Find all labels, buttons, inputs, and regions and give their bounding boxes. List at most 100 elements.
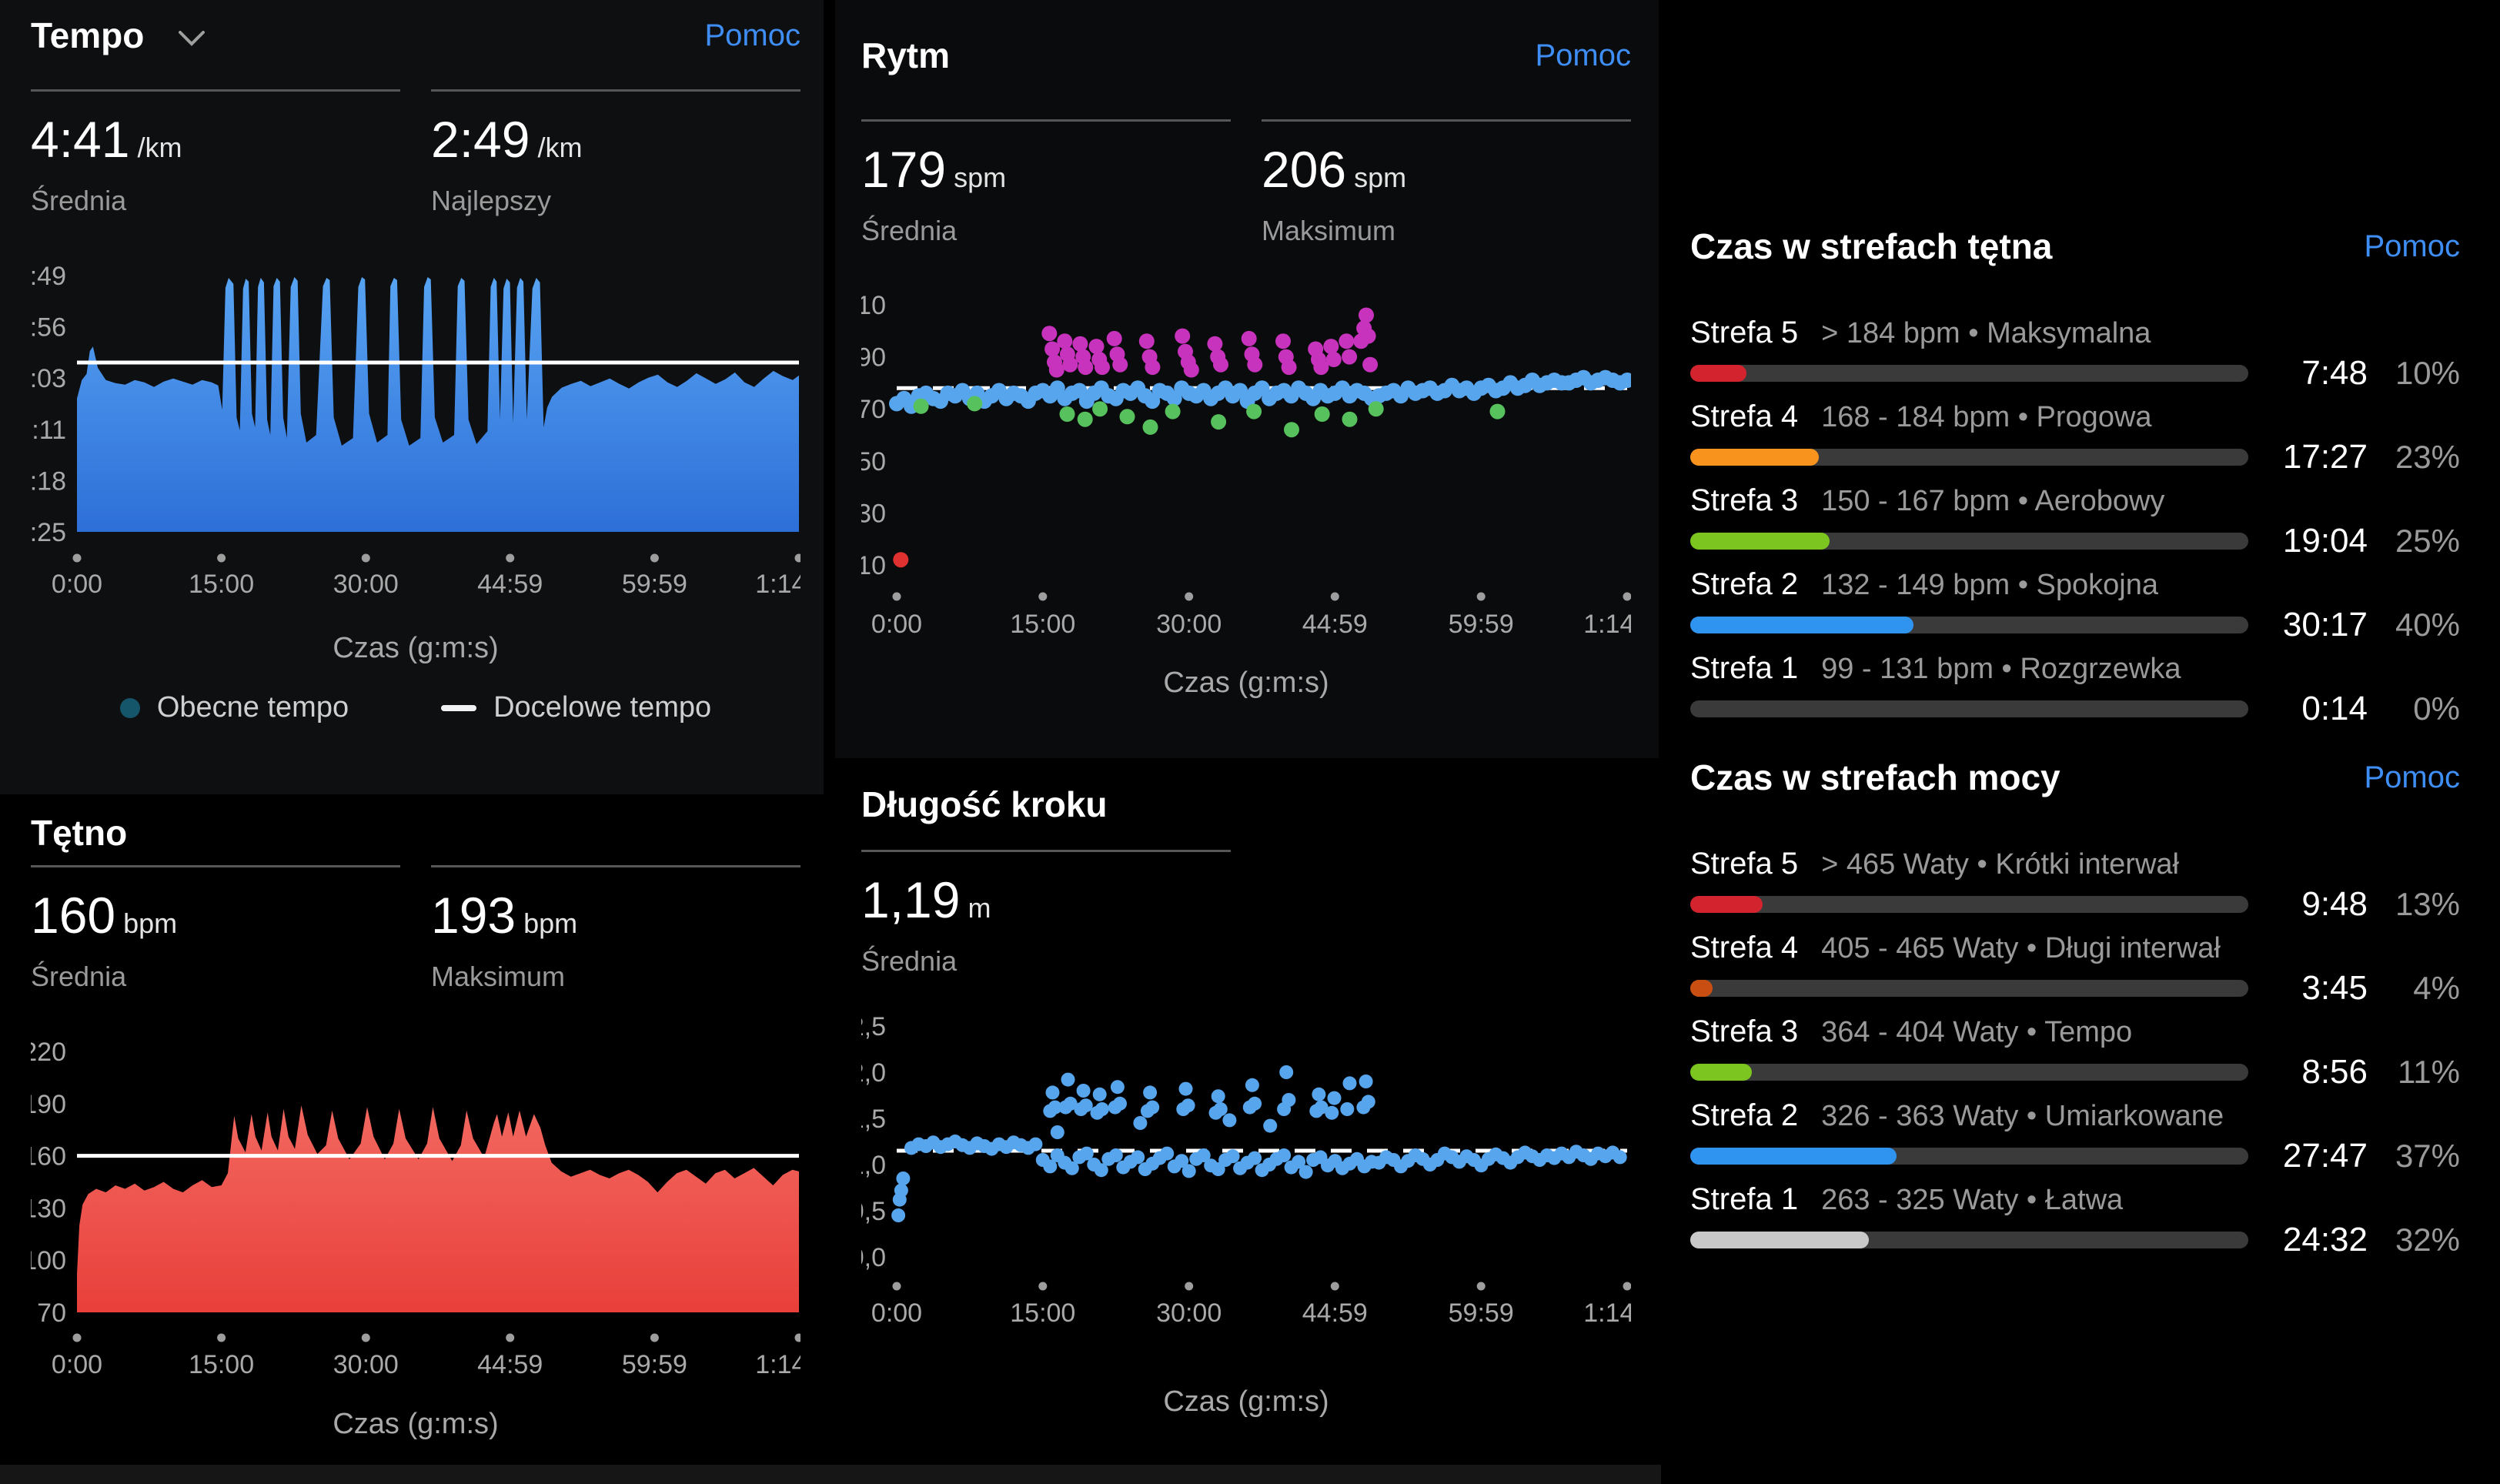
scatter-series-stride-peaks — [891, 1065, 1375, 1222]
x-axis: 0:00 15:00 30:00 44:59 59:59 1:14:59 — [52, 1333, 843, 1379]
zone-percent: 10% — [2395, 355, 2460, 391]
svg-text:15:00: 15:00 — [189, 1350, 254, 1379]
svg-text:15:00: 15:00 — [1010, 1298, 1075, 1328]
zone-bar-track — [1690, 365, 2248, 382]
svg-text:30:00: 30:00 — [333, 1350, 399, 1379]
zone-bar-track — [1690, 1232, 2248, 1248]
stat-max-hr: 193 bpm Maksimum — [431, 865, 800, 993]
stat-value: 193 — [431, 887, 516, 944]
scatter-series-cadence-walk — [893, 552, 909, 568]
zones-column: Czas w strefach tętna Pomoc Strefa 5 > 18… — [1663, 0, 2500, 1484]
svg-text:70: 70 — [37, 1298, 66, 1328]
legend-item-target-pace: Docelowe tempo — [441, 691, 711, 724]
svg-text:1:14:59: 1:14:59 — [755, 1350, 800, 1379]
zone-row: Strefa 3 364 - 404 Waty • Tempo 8:56 11% — [1690, 1014, 2460, 1091]
x-axis: 0:00 15:00 30:00 44:59 59:59 1:14:59 — [52, 553, 843, 599]
scatter-series-cadence-slow — [913, 396, 1506, 438]
panel-title: Czas w strefach tętna — [1690, 226, 2053, 266]
svg-text:2,0: 2,0 — [861, 1058, 886, 1088]
x-axis: 0:00 15:00 30:00 44:59 59:59 1:14:59 — [871, 1282, 1671, 1328]
zone-name: Strefa 5 — [1690, 847, 1799, 881]
zone-bar-fill — [1690, 896, 1763, 913]
zone-time: 30:17 — [2282, 606, 2368, 643]
zone-row: Strefa 2 132 - 149 bpm • Spokojna 30:17 40… — [1690, 567, 2460, 643]
next-section-edge — [0, 1465, 1661, 1484]
help-link[interactable]: Pomoc — [704, 18, 801, 52]
stat-value: 160 — [31, 887, 116, 944]
svg-text:44:59: 44:59 — [477, 1350, 543, 1379]
heart-rate-chart[interactable]: 220 190 160 130 100 70 0:00 15:00 30:00 44:59 59:5… — [22, 1036, 843, 1390]
scatter-series-stride-normal — [904, 1135, 1627, 1179]
y-axis-labels: 220 190 160 130 100 70 — [22, 1038, 66, 1328]
zone-bar-fill — [1690, 617, 1913, 633]
area-series — [77, 1105, 799, 1312]
scatter-series-cadence-fast — [1041, 307, 1379, 378]
svg-text:44:59: 44:59 — [1302, 610, 1368, 639]
scatter-series-cadence-normal — [889, 369, 1636, 414]
power-zones-rows: Strefa 5 > 465 Waty • Krótki interwał 9:4… — [1690, 847, 2460, 1258]
power-zones-header: Czas w strefach mocy Pomoc — [1690, 756, 2460, 799]
stat-label: Średnia — [31, 961, 127, 992]
zone-name: Strefa 1 — [1690, 1182, 1799, 1216]
zone-time: 24:32 — [2282, 1221, 2368, 1258]
stride-stats: 1,19 m Średnia — [861, 850, 1631, 978]
stat-value: 1,19 — [861, 871, 961, 928]
zone-time: 8:56 — [2301, 1053, 2368, 1091]
svg-text:0:00: 0:00 — [52, 1350, 102, 1379]
zone-bar-fill — [1690, 533, 1830, 550]
help-link[interactable]: Pomoc — [2364, 760, 2461, 794]
hr-zones-rows: Strefa 5 > 184 bpm • Maksymalna 7:48 10% S… — [1690, 316, 2460, 727]
svg-text:1,5: 1,5 — [861, 1105, 886, 1134]
svg-text:0:00: 0:00 — [52, 570, 102, 599]
zone-percent: 40% — [2395, 607, 2460, 643]
zone-name: Strefa 3 — [1690, 483, 1799, 517]
stat-max-cadence: 206 spm Maksimum — [1262, 119, 1631, 247]
zone-time: 9:48 — [2301, 885, 2368, 923]
stride-length-chart[interactable]: 2,5 2,0 1,5 1,0 0,5 0,0 0:00 15:00 30:00 44:59 59:… — [850, 1012, 1671, 1343]
svg-text:1,0: 1,0 — [861, 1151, 886, 1180]
zone-range: > 184 bpm • Maksymalna — [1821, 317, 2151, 349]
help-link[interactable]: Pomoc — [2364, 229, 2461, 263]
zone-bar-track — [1690, 896, 2248, 913]
stat-best-pace: 2:49/km Najlepszy — [431, 89, 800, 217]
zone-bar-fill — [1690, 1148, 1897, 1165]
svg-text:100: 100 — [31, 1246, 66, 1275]
pace-chart[interactable]: 2:49 3:56 5:03 6:11 7:18 8:25 0:00 15:00 30:00 44… — [15, 260, 843, 607]
svg-text:110: 110 — [861, 551, 886, 580]
cadence-stats: 179 spm Średnia 206 spm Maksimum — [861, 119, 1631, 247]
x-axis-title: Czas (g:m:s) — [1163, 1385, 1329, 1418]
power-zones-panel: Czas w strefach mocy Pomoc Strefa 5 > 465… — [1690, 756, 2460, 1266]
cadence-chart[interactable]: 210 190 170 150 130 110 0:00 15:00 30:00 44:59 59:… — [842, 289, 1670, 647]
zone-row: Strefa 2 326 - 363 Waty • Umiarkowane 27:… — [1690, 1098, 2460, 1175]
zone-name: Strefa 2 — [1690, 1098, 1799, 1132]
stat-average-hr: 160 bpm Średnia — [31, 865, 400, 993]
stat-unit: /km — [137, 132, 182, 163]
svg-text:30:00: 30:00 — [1156, 610, 1222, 639]
svg-text:0,0: 0,0 — [861, 1243, 886, 1272]
legend-dot-icon — [119, 697, 140, 718]
zone-percent: 32% — [2395, 1222, 2460, 1258]
zone-bar-fill — [1690, 365, 1746, 382]
pace-metric-dropdown[interactable]: Tempo — [31, 14, 206, 57]
svg-text:3:56: 3:56 — [31, 313, 66, 342]
x-axis-title: Czas (g:m:s) — [333, 632, 499, 664]
zone-row: Strefa 4 168 - 184 bpm • Progowa 17:27 23% — [1690, 399, 2460, 476]
help-link[interactable]: Pomoc — [1535, 38, 1632, 72]
heart-rate-stats: 160 bpm Średnia 193 bpm Maksimum — [31, 865, 800, 993]
svg-text:5:03: 5:03 — [31, 364, 66, 393]
svg-text:59:59: 59:59 — [1449, 1298, 1514, 1328]
zone-time: 3:45 — [2301, 969, 2368, 1007]
legend-label: Obecne tempo — [156, 691, 349, 724]
stat-spacer — [1262, 850, 1631, 978]
stat-label: Maksimum — [1262, 215, 1396, 246]
heart-rate-card-header: Tętno — [31, 811, 800, 854]
stride-card-header: Długość kroku — [861, 783, 1631, 826]
zone-time: 27:47 — [2282, 1137, 2368, 1175]
zone-name: Strefa 5 — [1690, 316, 1799, 349]
x-axis-title: Czas (g:m:s) — [333, 1408, 499, 1440]
stat-value: 206 — [1262, 141, 1347, 198]
hr-zones-panel: Czas w strefach tętna Pomoc Strefa 5 > 18… — [1690, 225, 2460, 735]
zone-range: > 465 Waty • Krótki interwał — [1821, 848, 2179, 881]
stat-unit: bpm — [123, 907, 178, 939]
svg-text:1:14:59: 1:14:59 — [755, 570, 800, 599]
